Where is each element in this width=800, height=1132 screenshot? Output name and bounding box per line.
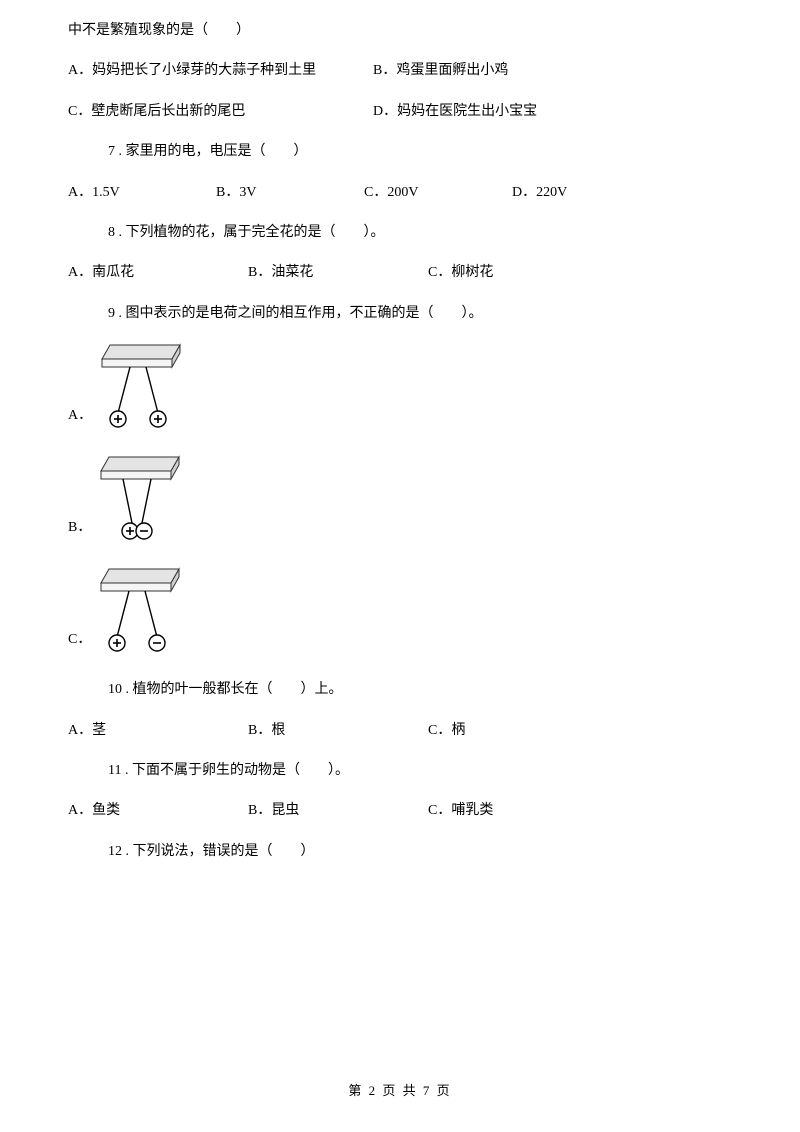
question-partial-row2: C．壁虎断尾后长出新的尾巴 D．妈妈在医院生出小宝宝 xyxy=(68,101,732,123)
option-c[interactable]: C．哺乳类 xyxy=(428,800,608,822)
option-d[interactable]: D．220V xyxy=(512,182,660,204)
page-footer: 第 2 页 共 7 页 xyxy=(0,1081,800,1102)
question-partial-stem: 中不是繁殖现象的是（ ） xyxy=(68,20,732,42)
option-a[interactable]: A．茎 xyxy=(68,720,248,742)
option-b[interactable]: B．鸡蛋里面孵出小鸡 xyxy=(373,60,508,82)
question-7-options: A．1.5V B．3V C．200V D．220V xyxy=(68,182,732,204)
option-a[interactable]: A．鱼类 xyxy=(68,800,248,822)
question-7-stem: 7 . 家里用的电，电压是（ ） xyxy=(108,141,732,163)
option-d[interactable]: D．妈妈在医院生出小宝宝 xyxy=(373,101,537,123)
question-partial-row1: A．妈妈把长了小绿芽的大蒜子种到土里 B．鸡蛋里面孵出小鸡 xyxy=(68,60,732,82)
question-12-stem: 12 . 下列说法，错误的是（ ） xyxy=(108,841,732,863)
charge-diagram-b xyxy=(97,455,187,543)
option-c[interactable]: C．壁虎断尾后长出新的尾巴 xyxy=(68,101,373,123)
option-b[interactable]: B．昆虫 xyxy=(248,800,428,822)
option-a[interactable]: A．1.5V xyxy=(68,182,216,204)
question-10-options: A．茎 B．根 C．柄 xyxy=(68,720,732,742)
option-c[interactable]: C．柳树花 xyxy=(428,262,608,284)
question-8-stem: 8 . 下列植物的花，属于完全花的是（ ）。 xyxy=(108,222,732,244)
charge-diagram-c xyxy=(97,567,187,655)
option-b[interactable]: B．根 xyxy=(248,720,428,742)
question-11-stem: 11 . 下面不属于卵生的动物是（ ）。 xyxy=(108,760,732,782)
charge-diagram-a xyxy=(98,343,188,431)
question-10-stem: 10 . 植物的叶一般都长在（ ）上。 xyxy=(108,679,732,701)
option-a-label: A． xyxy=(68,405,92,427)
option-a[interactable]: A．妈妈把长了小绿芽的大蒜子种到土里 xyxy=(68,60,373,82)
question-9-stem: 9 . 图中表示的是电荷之间的相互作用，不正确的是（ ）。 xyxy=(108,303,732,325)
question-9-option-c[interactable]: C． xyxy=(68,567,732,655)
option-c-label: C． xyxy=(68,629,91,651)
question-9-option-a[interactable]: A． xyxy=(68,343,732,431)
question-9-option-b[interactable]: B． xyxy=(68,455,732,543)
question-11-options: A．鱼类 B．昆虫 C．哺乳类 xyxy=(68,800,732,822)
option-b-label: B． xyxy=(68,517,91,539)
option-c[interactable]: C．200V xyxy=(364,182,512,204)
option-a[interactable]: A．南瓜花 xyxy=(68,262,248,284)
option-b[interactable]: B．油菜花 xyxy=(248,262,428,284)
option-b[interactable]: B．3V xyxy=(216,182,364,204)
question-8-options: A．南瓜花 B．油菜花 C．柳树花 xyxy=(68,262,732,284)
option-c[interactable]: C．柄 xyxy=(428,720,608,742)
